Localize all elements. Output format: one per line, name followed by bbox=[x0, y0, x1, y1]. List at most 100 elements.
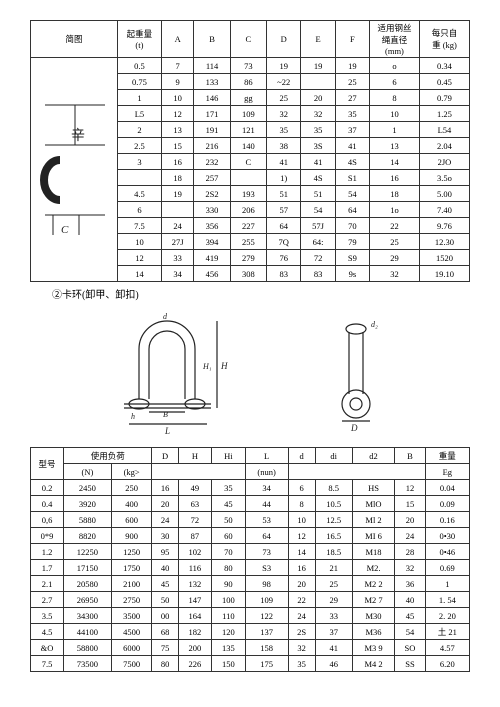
table-cell: 70 bbox=[212, 544, 245, 560]
table-cell: 182 bbox=[178, 624, 211, 640]
table-cell: 4S bbox=[335, 154, 369, 170]
table-cell: 24 bbox=[395, 528, 425, 544]
table-cell: SO bbox=[395, 640, 425, 656]
table-cell: 41 bbox=[301, 154, 335, 170]
table-cell: 6000 bbox=[111, 640, 152, 656]
table-cell: 100 bbox=[212, 592, 245, 608]
table-cell: 68 bbox=[152, 624, 178, 640]
table-cell: o bbox=[369, 58, 419, 74]
table-cell: 7 bbox=[161, 58, 193, 74]
table-cell: 73 bbox=[230, 58, 266, 74]
table-cell: 17150 bbox=[64, 560, 112, 576]
table-cell: 72 bbox=[178, 512, 211, 528]
table-cell: 27J bbox=[161, 234, 193, 250]
table-cell: 0.16 bbox=[425, 512, 469, 528]
table-cell: 0*9 bbox=[31, 528, 64, 544]
table-cell: M4 2 bbox=[352, 656, 395, 672]
table-cell: 0•46 bbox=[425, 544, 469, 560]
table-cell: 10 bbox=[161, 90, 193, 106]
table-cell: 0.79 bbox=[419, 90, 469, 106]
table-cell: 193 bbox=[230, 186, 266, 202]
unit-kg: (kg> bbox=[111, 464, 152, 480]
svg-text:d: d bbox=[163, 312, 168, 321]
table-cell: 51 bbox=[301, 186, 335, 202]
table-cell: 1.7 bbox=[31, 560, 64, 576]
table-cell: 7.5 bbox=[31, 656, 64, 672]
table-cell: 227 bbox=[230, 218, 266, 234]
table-cell: ~22 bbox=[267, 74, 301, 90]
table-cell: M2 2 bbox=[352, 576, 395, 592]
table-cell: 16 bbox=[369, 170, 419, 186]
table-cell: 33 bbox=[161, 250, 193, 266]
table-cell: 45 bbox=[212, 496, 245, 512]
table-cell: 4.57 bbox=[425, 640, 469, 656]
table-cell: 2S2 bbox=[194, 186, 230, 202]
col-D2: D bbox=[152, 448, 178, 464]
table-cell: 32 bbox=[369, 266, 419, 282]
table-cell: 19 bbox=[301, 58, 335, 74]
svg-text:H: H bbox=[220, 361, 228, 371]
table-cell: 64 bbox=[335, 202, 369, 218]
table-cell: 20 bbox=[288, 576, 315, 592]
table-cell: 0•30 bbox=[425, 528, 469, 544]
table-cell: 12 bbox=[288, 528, 315, 544]
table-cell: 60 bbox=[212, 528, 245, 544]
unit-eg: Eg bbox=[425, 464, 469, 480]
table-cell: HS bbox=[352, 480, 395, 496]
table-cell: 2 bbox=[117, 122, 161, 138]
table-cell: 49 bbox=[178, 480, 211, 496]
table-cell: 27 bbox=[335, 90, 369, 106]
table-cell: 109 bbox=[245, 592, 288, 608]
table-cell: 64 bbox=[245, 528, 288, 544]
table-cell: 19 bbox=[267, 58, 301, 74]
table-cell: 35 bbox=[288, 656, 315, 672]
table-cell: 0.45 bbox=[419, 74, 469, 90]
table-cell: 18 bbox=[369, 186, 419, 202]
table-cell: 4500 bbox=[111, 624, 152, 640]
table-cell: 4.5 bbox=[117, 186, 161, 202]
svg-text:h: h bbox=[131, 412, 135, 421]
table-cell: 33 bbox=[315, 608, 352, 624]
table-cell: 19 bbox=[335, 58, 369, 74]
table-cell: 41 bbox=[267, 154, 301, 170]
table-cell: 32 bbox=[395, 560, 425, 576]
table-cell: 2450 bbox=[64, 480, 112, 496]
table-cell: 57J bbox=[301, 218, 335, 234]
table-cell: 0.2 bbox=[31, 480, 64, 496]
table-cell: 14 bbox=[288, 544, 315, 560]
table-cell: 2.04 bbox=[419, 138, 469, 154]
shackle-diagram-side: d₂ D bbox=[321, 309, 401, 439]
col-B2: B bbox=[395, 448, 425, 464]
table-cell: 900 bbox=[111, 528, 152, 544]
lifting-table: 简图 起重量 (t) A B C D E F 适用钢丝 绳直径 (mm) 每只自… bbox=[30, 20, 470, 282]
table-cell: 45 bbox=[395, 608, 425, 624]
table-cell: 9.76 bbox=[419, 218, 469, 234]
table-cell: 73 bbox=[245, 544, 288, 560]
table-cell: 2100 bbox=[111, 576, 152, 592]
table-cell: 158 bbox=[245, 640, 288, 656]
col-wt2: 重量 bbox=[425, 448, 469, 464]
table-cell: 308 bbox=[230, 266, 266, 282]
table-cell: 34300 bbox=[64, 608, 112, 624]
table-cell: 19.10 bbox=[419, 266, 469, 282]
table-cell: S1 bbox=[335, 170, 369, 186]
table-cell: 13 bbox=[369, 138, 419, 154]
table-cell bbox=[161, 202, 193, 218]
table-cell: 2750 bbox=[111, 592, 152, 608]
table-cell: 36 bbox=[395, 576, 425, 592]
table-cell: 600 bbox=[111, 512, 152, 528]
col-load: 使用负荷 bbox=[64, 448, 152, 464]
table-cell: 164 bbox=[178, 608, 211, 624]
table-cell: 10 bbox=[369, 106, 419, 122]
table-cell: 1750 bbox=[111, 560, 152, 576]
table-cell: 21 bbox=[315, 560, 352, 576]
col-weight: 每只自 重 (kg) bbox=[419, 21, 469, 58]
table-cell: 1) bbox=[267, 170, 301, 186]
table-cell bbox=[301, 74, 335, 90]
table-cell: 0.04 bbox=[425, 480, 469, 496]
table-cell: S3 bbox=[245, 560, 288, 576]
table-cell: 41 bbox=[335, 138, 369, 154]
table-cell: 87 bbox=[178, 528, 211, 544]
table-cell: 419 bbox=[194, 250, 230, 266]
table-cell: 2. 20 bbox=[425, 608, 469, 624]
